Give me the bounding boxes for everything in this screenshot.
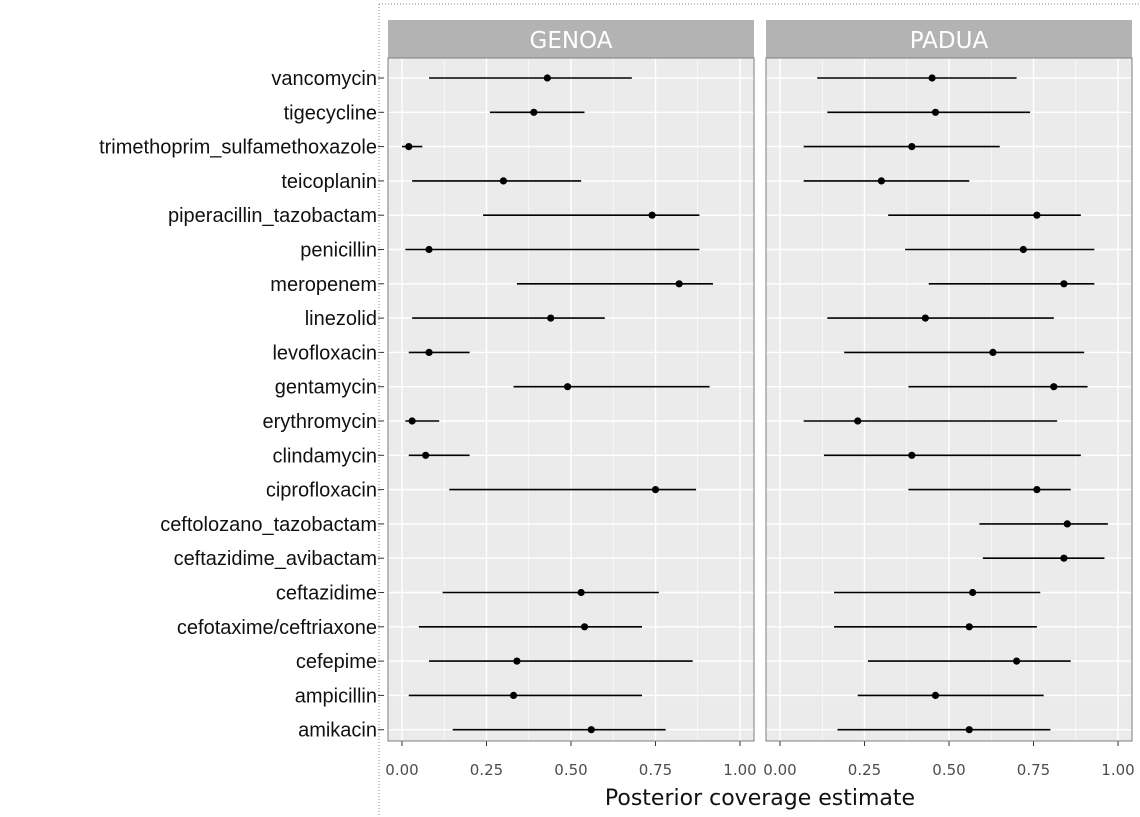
facet-strip <box>766 20 1132 58</box>
point-ciprofloxacin <box>1033 486 1041 494</box>
x-tick-label: 1.00 <box>723 761 756 779</box>
point-erythromycin <box>854 417 862 425</box>
point-amikacin <box>965 726 973 734</box>
point-ampicillin <box>509 691 518 700</box>
point-tigecycline <box>931 108 940 116</box>
point-penicillin <box>425 245 433 254</box>
x-tick-label: 0.75 <box>639 761 672 779</box>
category-label-erythromycin: erythromycin <box>263 411 377 433</box>
point-ceftazidime-avibactam <box>1060 554 1068 562</box>
point-meropenem <box>675 280 683 288</box>
point-clindamycin <box>908 451 916 459</box>
category-label-piperacillin-tazobactam: piperacillin_tazobactam <box>168 205 377 227</box>
category-label-meropenem: meropenem <box>270 274 377 296</box>
panel-padua: PADUA 0.00 0.25 0.50 0.75 1.00 <box>763 20 1135 779</box>
category-label-clindamycin: clindamycin <box>273 445 377 467</box>
point-penicillin <box>1019 245 1027 254</box>
point-cefotaxime-ceftriaxone <box>965 623 973 631</box>
category-label-penicillin: penicillin <box>300 240 377 262</box>
category-label-ceftazidime-avibactam: ceftazidime_avibactam <box>174 548 377 570</box>
facet-strip-label: GENOA <box>530 28 613 54</box>
point-levofloxacin <box>425 348 433 356</box>
point-teicoplanin <box>499 177 507 185</box>
point-gentamycin <box>1050 383 1058 391</box>
point-trimethoprim-sulfamethoxazole <box>908 143 916 151</box>
point-ceftazidime <box>577 588 585 597</box>
point-ciprofloxacin <box>651 486 660 494</box>
panel-genoa: GENOA 0.00 0.25 0.50 0.75 1.00 <box>385 20 757 779</box>
category-label-ceftolozano-tazobactam: ceftolozano_tazobactam <box>160 514 377 536</box>
x-axis-title: Posterior coverage estimate <box>605 786 915 811</box>
point-vancomycin <box>543 74 551 82</box>
x-tick-label: 0.75 <box>1017 761 1050 779</box>
point-ceftolozano-tazobactam <box>1063 520 1071 528</box>
facet-strip-label: PADUA <box>910 28 989 54</box>
category-label-cefotaxime-ceftriaxone: cefotaxime/ceftriaxone <box>177 617 377 639</box>
point-cefepime <box>1013 657 1021 665</box>
x-tick-label: 1.00 <box>1101 761 1134 779</box>
point-piperacillin-tazobactam <box>648 211 656 219</box>
point-teicoplanin <box>877 177 886 185</box>
category-labels: vancomycin tigecycline trimethoprim_sulfam… <box>99 68 384 742</box>
point-ceftazidime <box>969 588 977 597</box>
point-linezolid <box>547 314 555 322</box>
point-piperacillin-tazobactam <box>1033 211 1041 219</box>
category-label-cefepime: cefepime <box>296 651 377 673</box>
x-tick-label: 0.00 <box>385 761 418 779</box>
category-label-trimethoprim-sulfamethoxazole: trimethoprim_sulfamethoxazole <box>99 137 377 159</box>
point-gentamycin <box>564 383 572 391</box>
category-label-teicoplanin: teicoplanin <box>281 171 377 193</box>
point-vancomycin <box>928 74 936 82</box>
category-label-ceftazidime: ceftazidime <box>276 583 377 605</box>
facet-strip <box>388 20 754 58</box>
point-linezolid <box>921 314 929 322</box>
category-label-ampicillin: ampicillin <box>295 685 377 707</box>
point-ampicillin <box>931 691 940 700</box>
point-clindamycin <box>422 451 430 459</box>
x-tick-label: 0.50 <box>932 761 965 779</box>
x-tick-label: 0.50 <box>554 761 587 779</box>
category-label-gentamycin: gentamycin <box>275 377 377 399</box>
point-meropenem <box>1060 280 1068 288</box>
point-tigecycline <box>530 108 538 116</box>
point-cefepime <box>513 657 521 665</box>
facet-panels: GENOA 0.00 0.25 0.50 0.75 1.00 PADUA 0.00 0.25 0.… <box>378 3 1140 817</box>
x-tick-label: 0.00 <box>763 761 796 779</box>
point-amikacin <box>587 726 595 734</box>
category-label-levofloxacin: levofloxacin <box>272 342 377 364</box>
x-tick-label: 0.25 <box>470 761 503 779</box>
point-cefotaxime-ceftriaxone <box>580 623 589 631</box>
point-levofloxacin <box>989 348 997 356</box>
category-label-vancomycin: vancomycin <box>271 68 377 90</box>
category-label-tigecycline: tigecycline <box>284 102 377 124</box>
panel-border <box>765 57 1133 742</box>
category-label-ciprofloxacin: ciprofloxacin <box>266 480 377 502</box>
category-label-amikacin: amikacin <box>298 720 377 742</box>
x-tick-label: 0.25 <box>848 761 881 779</box>
panel-border <box>387 57 755 742</box>
category-label-linezolid: linezolid <box>305 308 377 330</box>
point-trimethoprim-sulfamethoxazole <box>405 143 413 151</box>
point-erythromycin <box>408 417 416 425</box>
